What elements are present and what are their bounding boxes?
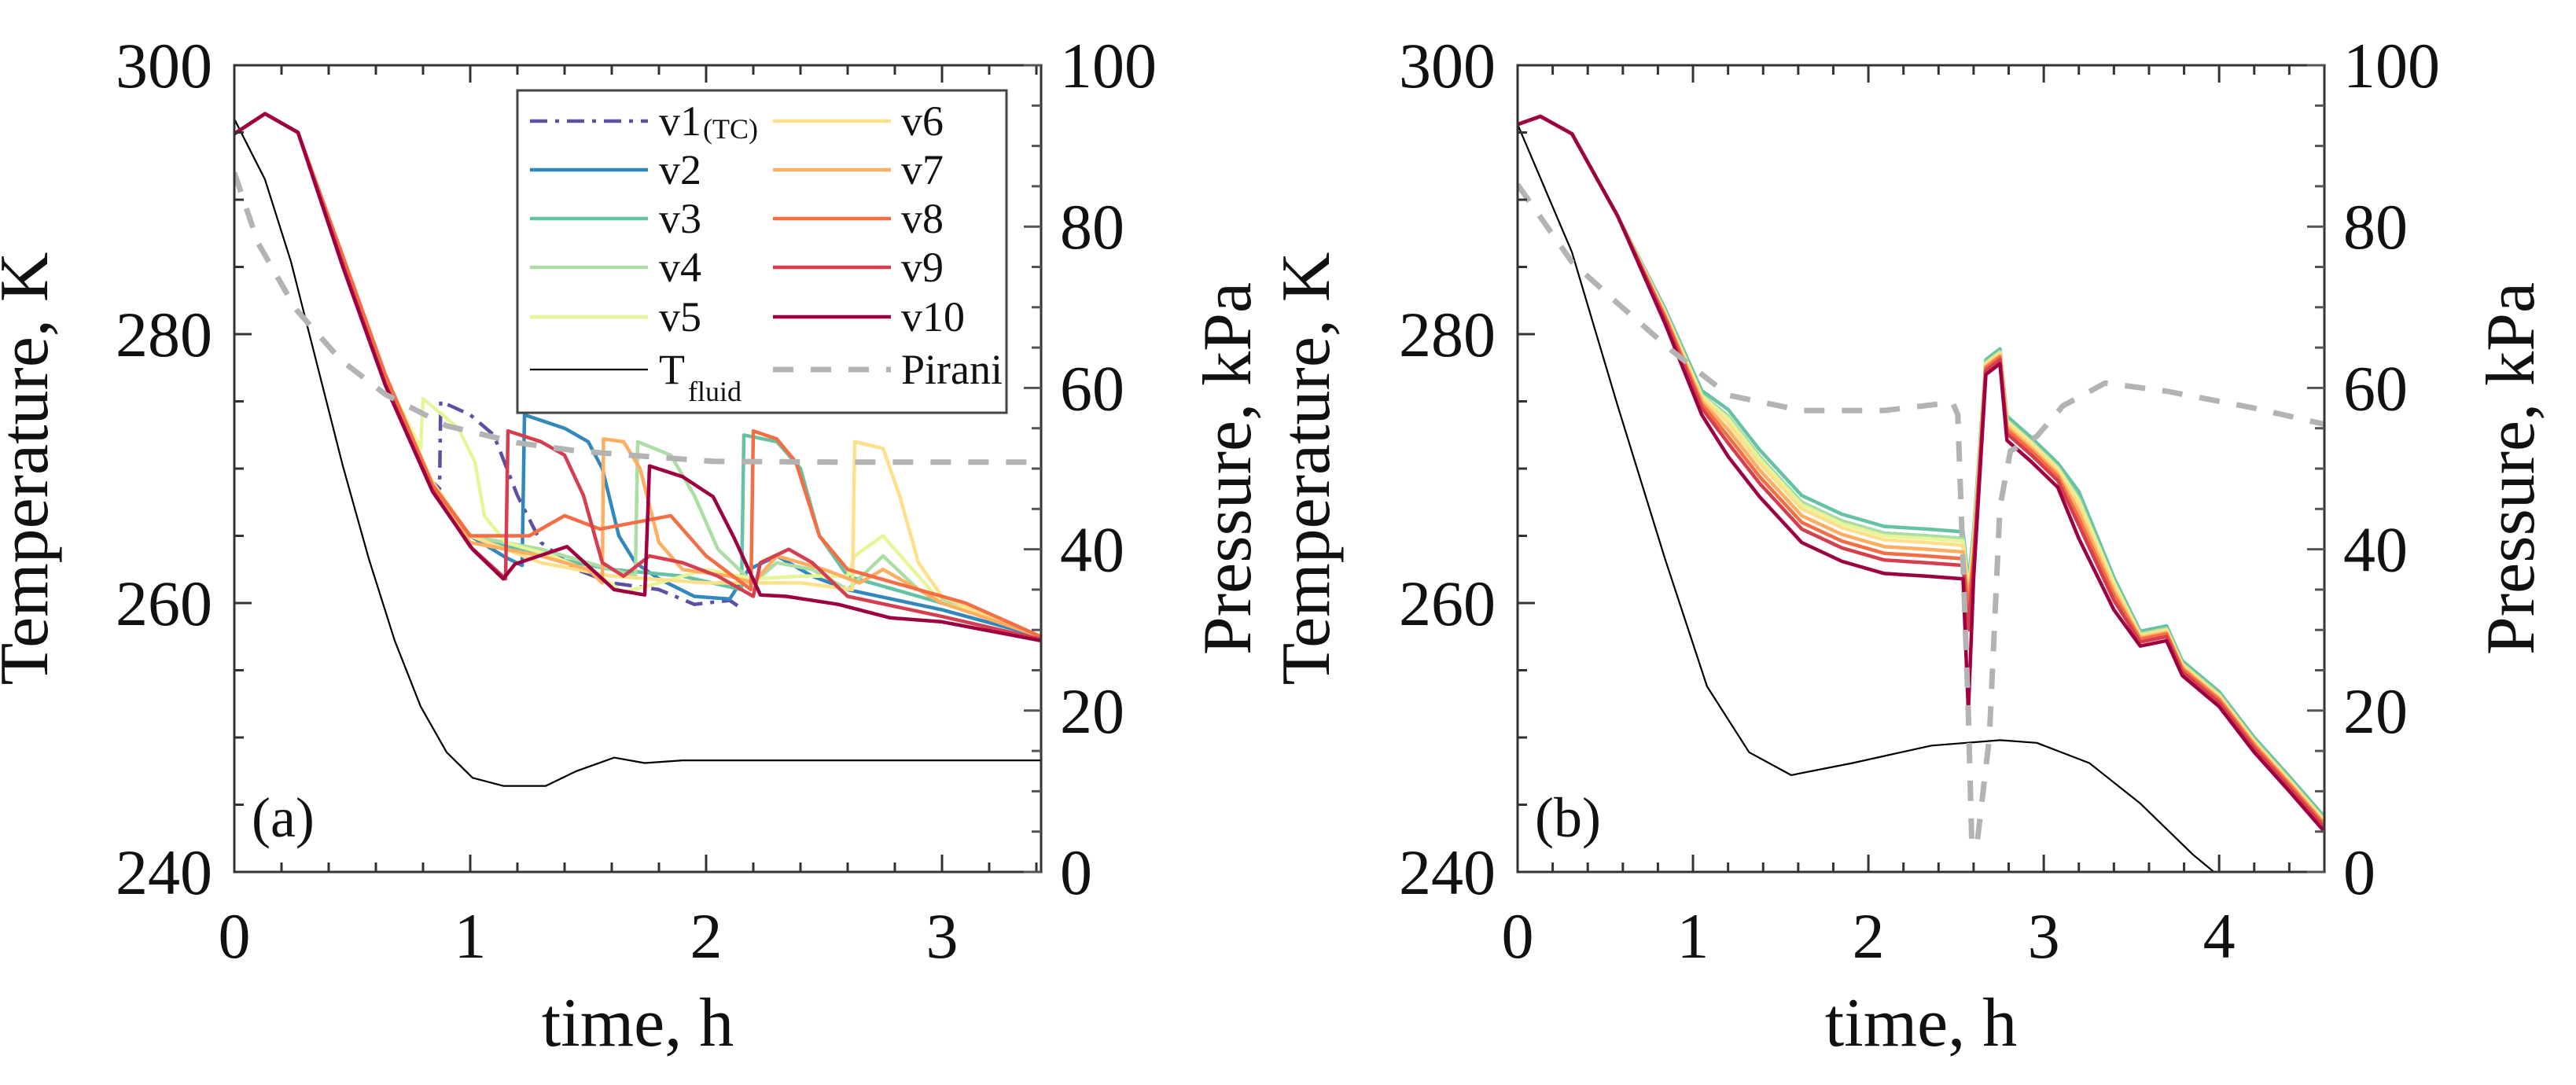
legend-item-v9: v9 xyxy=(773,244,944,291)
legend-item-pirani: Pirani xyxy=(773,346,1003,393)
plot-area xyxy=(1518,114,2324,872)
series-line-tfluid xyxy=(1518,123,2215,872)
y-right-tick-label: 20 xyxy=(2343,675,2408,747)
legend-label: v9 xyxy=(901,244,944,291)
series-line-tfluid xyxy=(234,118,1041,787)
legend-item-v2: v2 xyxy=(530,146,701,193)
legend-item-v6: v6 xyxy=(773,97,944,145)
x-tick-label: 0 xyxy=(219,900,251,972)
legend-label: v5 xyxy=(659,293,701,340)
series-line-v10 xyxy=(1518,114,2324,833)
x-tick-label: 3 xyxy=(926,900,959,972)
legend-item-v1: v1(TC) xyxy=(530,97,758,145)
legend-item-v7: v7 xyxy=(773,146,944,193)
legend-label-main: v4 xyxy=(659,244,701,291)
series-line-v3 xyxy=(1518,114,2324,818)
legend-label-main: v3 xyxy=(659,195,701,242)
y-right-tick-label: 100 xyxy=(1060,30,1157,101)
legend-item-v10: v10 xyxy=(773,293,965,340)
y-right-tick-label: 80 xyxy=(1060,191,1124,263)
legend-label: v1(TC) xyxy=(659,97,758,145)
series-line-pirani xyxy=(234,171,1041,465)
x-tick-label: 0 xyxy=(1502,900,1534,972)
legend-label-sub: fluid xyxy=(688,376,742,407)
legend-label-main: v1 xyxy=(659,97,701,145)
y-left-axis-title: Temperature, K xyxy=(1268,252,1345,686)
legend-label-main: v7 xyxy=(901,146,944,193)
legend-item-v5: v5 xyxy=(530,293,701,340)
y-right-axis-title: Pressure, kPa xyxy=(2473,282,2549,655)
legend-item-v8: v8 xyxy=(773,195,944,242)
series-line-v10 xyxy=(234,112,1041,643)
legend-label-main: v8 xyxy=(901,195,944,242)
panel-label: (a) xyxy=(252,786,315,849)
series-line-v4 xyxy=(1518,114,2324,821)
series-line-v7 xyxy=(1518,114,2324,825)
y-left-tick-label: 240 xyxy=(116,837,212,908)
legend-item-v3: v3 xyxy=(530,195,701,242)
legend-label: v8 xyxy=(901,195,944,242)
y-right-tick-label: 100 xyxy=(2343,30,2440,101)
y-right-tick-label: 40 xyxy=(1060,514,1124,586)
y-left-tick-label: 240 xyxy=(1399,837,1496,908)
y-right-tick-label: 40 xyxy=(2343,514,2408,586)
legend-label-main: v5 xyxy=(659,293,701,340)
y-left-tick-label: 260 xyxy=(116,568,212,639)
y-right-tick-label: 0 xyxy=(1060,837,1092,908)
x-tick-label: 1 xyxy=(454,900,487,972)
series-line-v6 xyxy=(1518,114,2324,822)
x-tick-label: 2 xyxy=(1853,900,1885,972)
series-line-v8 xyxy=(234,112,1041,638)
legend-label: v6 xyxy=(901,97,944,145)
legend-label: v4 xyxy=(659,244,701,291)
legend-label-sub: (TC) xyxy=(703,113,758,145)
series-line-v5 xyxy=(1518,114,2324,822)
panel-b: 0 1 2 3 4 240 260 280 300 0 20 40 60 80 100 time, h Temp… xyxy=(1268,30,2549,1061)
y-left-tick-label: 300 xyxy=(1399,30,1496,101)
y-right-tick-label: 80 xyxy=(2343,191,2408,263)
y-left-tick-label: 260 xyxy=(1399,568,1496,639)
legend-item-v4: v4 xyxy=(530,244,701,291)
y-right-tick-label: 20 xyxy=(1060,675,1124,747)
x-axis-title: time, h xyxy=(542,985,734,1061)
x-tick-label: 4 xyxy=(2203,900,2236,972)
y-left-axis-title: Temperature, K xyxy=(0,252,63,686)
series-line-v2 xyxy=(1518,114,2324,821)
legend-label: v7 xyxy=(901,146,944,193)
plot-area xyxy=(234,112,1041,787)
legend-label-main: v10 xyxy=(901,293,965,340)
legend-label: v10 xyxy=(901,293,965,340)
y-left-tick-label: 280 xyxy=(1399,299,1496,370)
x-tick-label: 1 xyxy=(1677,900,1709,972)
legend-label: v2 xyxy=(659,146,701,193)
y-right-tick-label: 60 xyxy=(1060,352,1124,424)
y-right-tick-label: 60 xyxy=(2343,352,2408,424)
legend-label-main: v2 xyxy=(659,146,701,193)
series-line-pirani xyxy=(1518,182,2324,849)
y-left-tick-label: 280 xyxy=(116,299,212,370)
x-tick-label: 2 xyxy=(690,900,723,972)
legend-label-main: v6 xyxy=(901,97,944,145)
axes-box xyxy=(1516,64,2326,874)
legend-label-main: T xyxy=(659,346,685,393)
legend-label: v3 xyxy=(659,195,701,242)
legend-box xyxy=(516,89,1008,414)
legend-label: Pirani xyxy=(901,346,1003,393)
x-tick-label: 3 xyxy=(2028,900,2060,972)
legend-label-main: Pirani xyxy=(901,346,1003,393)
panel-a: 0 1 2 3 240 260 280 300 0 20 40 60 80 100 time, h Tempe… xyxy=(0,30,1266,1061)
panel-label: (b) xyxy=(1535,786,1601,849)
legend-label-main: v9 xyxy=(901,244,944,291)
y-right-axis-title: Pressure, kPa xyxy=(1190,282,1266,655)
y-right-tick-label: 0 xyxy=(2343,837,2375,908)
x-axis-title: time, h xyxy=(1825,985,2017,1061)
y-left-tick-label: 300 xyxy=(116,30,212,101)
